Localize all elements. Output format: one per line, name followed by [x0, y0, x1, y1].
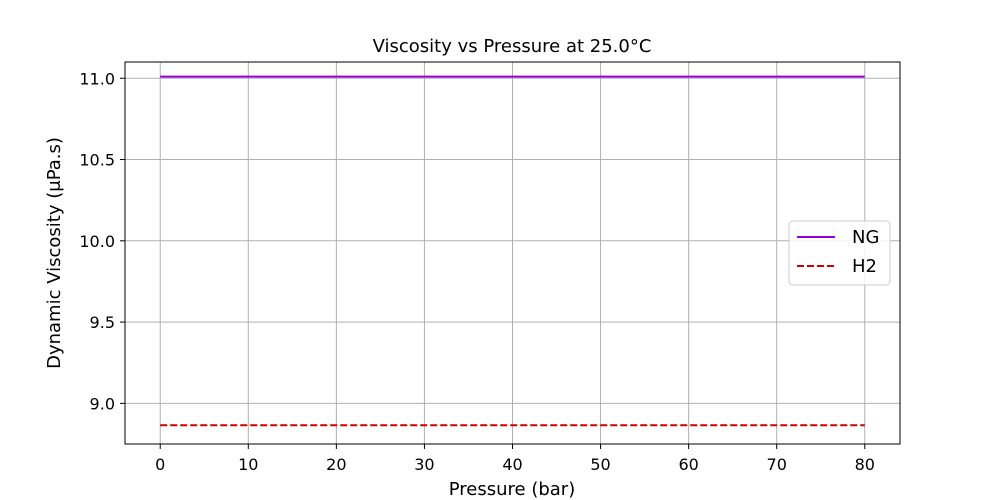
y-tick-label: 10.0 [79, 232, 115, 251]
x-tick-label: 0 [155, 455, 165, 474]
y-tick-label: 9.5 [90, 313, 115, 332]
x-tick-label: 10 [238, 455, 258, 474]
y-tick-label: 9.0 [90, 394, 115, 413]
x-tick-label: 40 [502, 455, 522, 474]
x-tick-label: 60 [678, 455, 698, 474]
legend-label-ng: NG [852, 227, 879, 248]
x-tick-label: 30 [414, 455, 434, 474]
grid [125, 62, 900, 444]
x-tick-label: 70 [767, 455, 787, 474]
y-tick-label: 11.0 [79, 69, 115, 88]
y-tick-label: 10.5 [79, 151, 115, 170]
x-tick-label: 20 [326, 455, 346, 474]
legend-label-h2: H2 [852, 256, 877, 277]
x-tick-label: 80 [855, 455, 875, 474]
y-axis: 9.0 9.5 10.0 10.5 11.0 [79, 69, 125, 413]
x-axis-label: Pressure (bar) [449, 479, 575, 500]
y-axis-label: Dynamic Viscosity (μPa.s) [44, 137, 65, 369]
legend: NG H2 [788, 220, 891, 286]
chart-title: Viscosity vs Pressure at 25.0°C [373, 36, 652, 57]
x-tick-label: 50 [590, 455, 610, 474]
x-axis: 0 10 20 30 40 50 60 70 80 [155, 444, 875, 474]
series-layer [160, 75, 865, 427]
